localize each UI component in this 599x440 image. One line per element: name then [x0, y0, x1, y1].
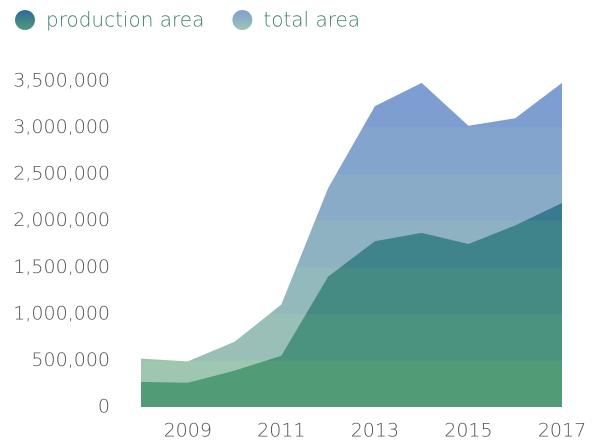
x-tick-label: 2011 [257, 420, 305, 440]
y-tick-label: 1,500,000 [13, 256, 110, 278]
y-tick-label: 2,500,000 [13, 163, 110, 185]
area [141, 203, 562, 407]
y-tick-label: 3,000,000 [13, 116, 110, 138]
x-tick-label: 2009 [164, 420, 212, 440]
x-tick-label: 2015 [444, 420, 492, 440]
y-tick-label: 0 [98, 396, 110, 418]
y-tick-label: 3,500,000 [13, 70, 110, 92]
legend-marker [15, 10, 35, 30]
x-tick-label: 2013 [351, 420, 399, 440]
x-tick-label: 2017 [538, 420, 586, 440]
legend-label: production area [46, 8, 204, 32]
y-tick-label: 2,000,000 [13, 209, 110, 231]
legend-marker [232, 10, 253, 30]
y-tick-label: 1,000,000 [13, 302, 110, 324]
y-tick-label: 500,000 [31, 349, 110, 371]
legend-label: total area [263, 8, 360, 32]
